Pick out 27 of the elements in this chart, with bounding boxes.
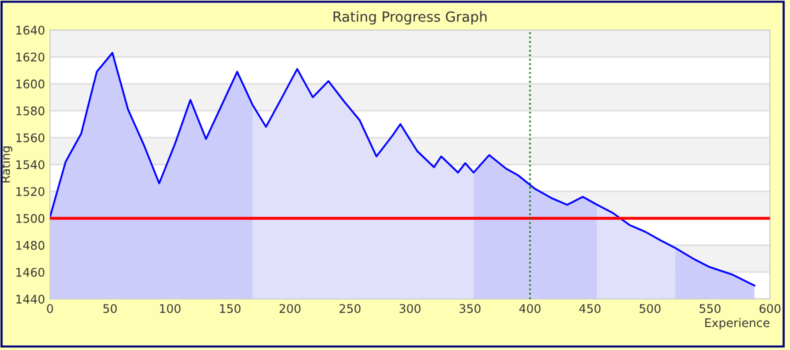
x-tick-label: 50 <box>103 304 117 313</box>
x-tick-label: 250 <box>340 304 360 313</box>
y-tick-label: 1480 <box>16 240 44 250</box>
y-tick-label: 1440 <box>16 294 44 304</box>
x-tick-label: 200 <box>280 304 300 313</box>
x-tick-label: 450 <box>579 304 600 313</box>
x-tick-label: 400 <box>519 304 540 313</box>
y-tick-label: 1580 <box>16 106 44 116</box>
x-tick-label: 300 <box>400 304 420 313</box>
x-tick-label: 150 <box>220 304 240 313</box>
x-tick-label: 0 <box>47 304 53 313</box>
y-tick-label: 1500 <box>16 214 44 223</box>
y-tick-label: 1620 <box>16 52 44 62</box>
x-tick-label: 550 <box>700 304 720 313</box>
y-tick-label: 1460 <box>16 268 44 277</box>
x-tick-label: 100 <box>160 304 180 313</box>
y-tick-label: 1560 <box>16 133 44 142</box>
y-tick-label: 1600 <box>16 80 44 88</box>
line-series <box>50 52 756 286</box>
y-tick-label: 1540 <box>16 160 44 170</box>
y-tick-label: 1640 <box>16 26 44 35</box>
x-tick-label: 350 <box>460 304 480 313</box>
x-tick-label: 500 <box>640 304 660 313</box>
x-tick-label: 600 <box>760 304 780 313</box>
y-tick-label: 1520 <box>16 187 44 196</box>
x-axis-title: Experience <box>705 318 770 330</box>
chart-title: Rating Progress Graph <box>334 11 487 25</box>
